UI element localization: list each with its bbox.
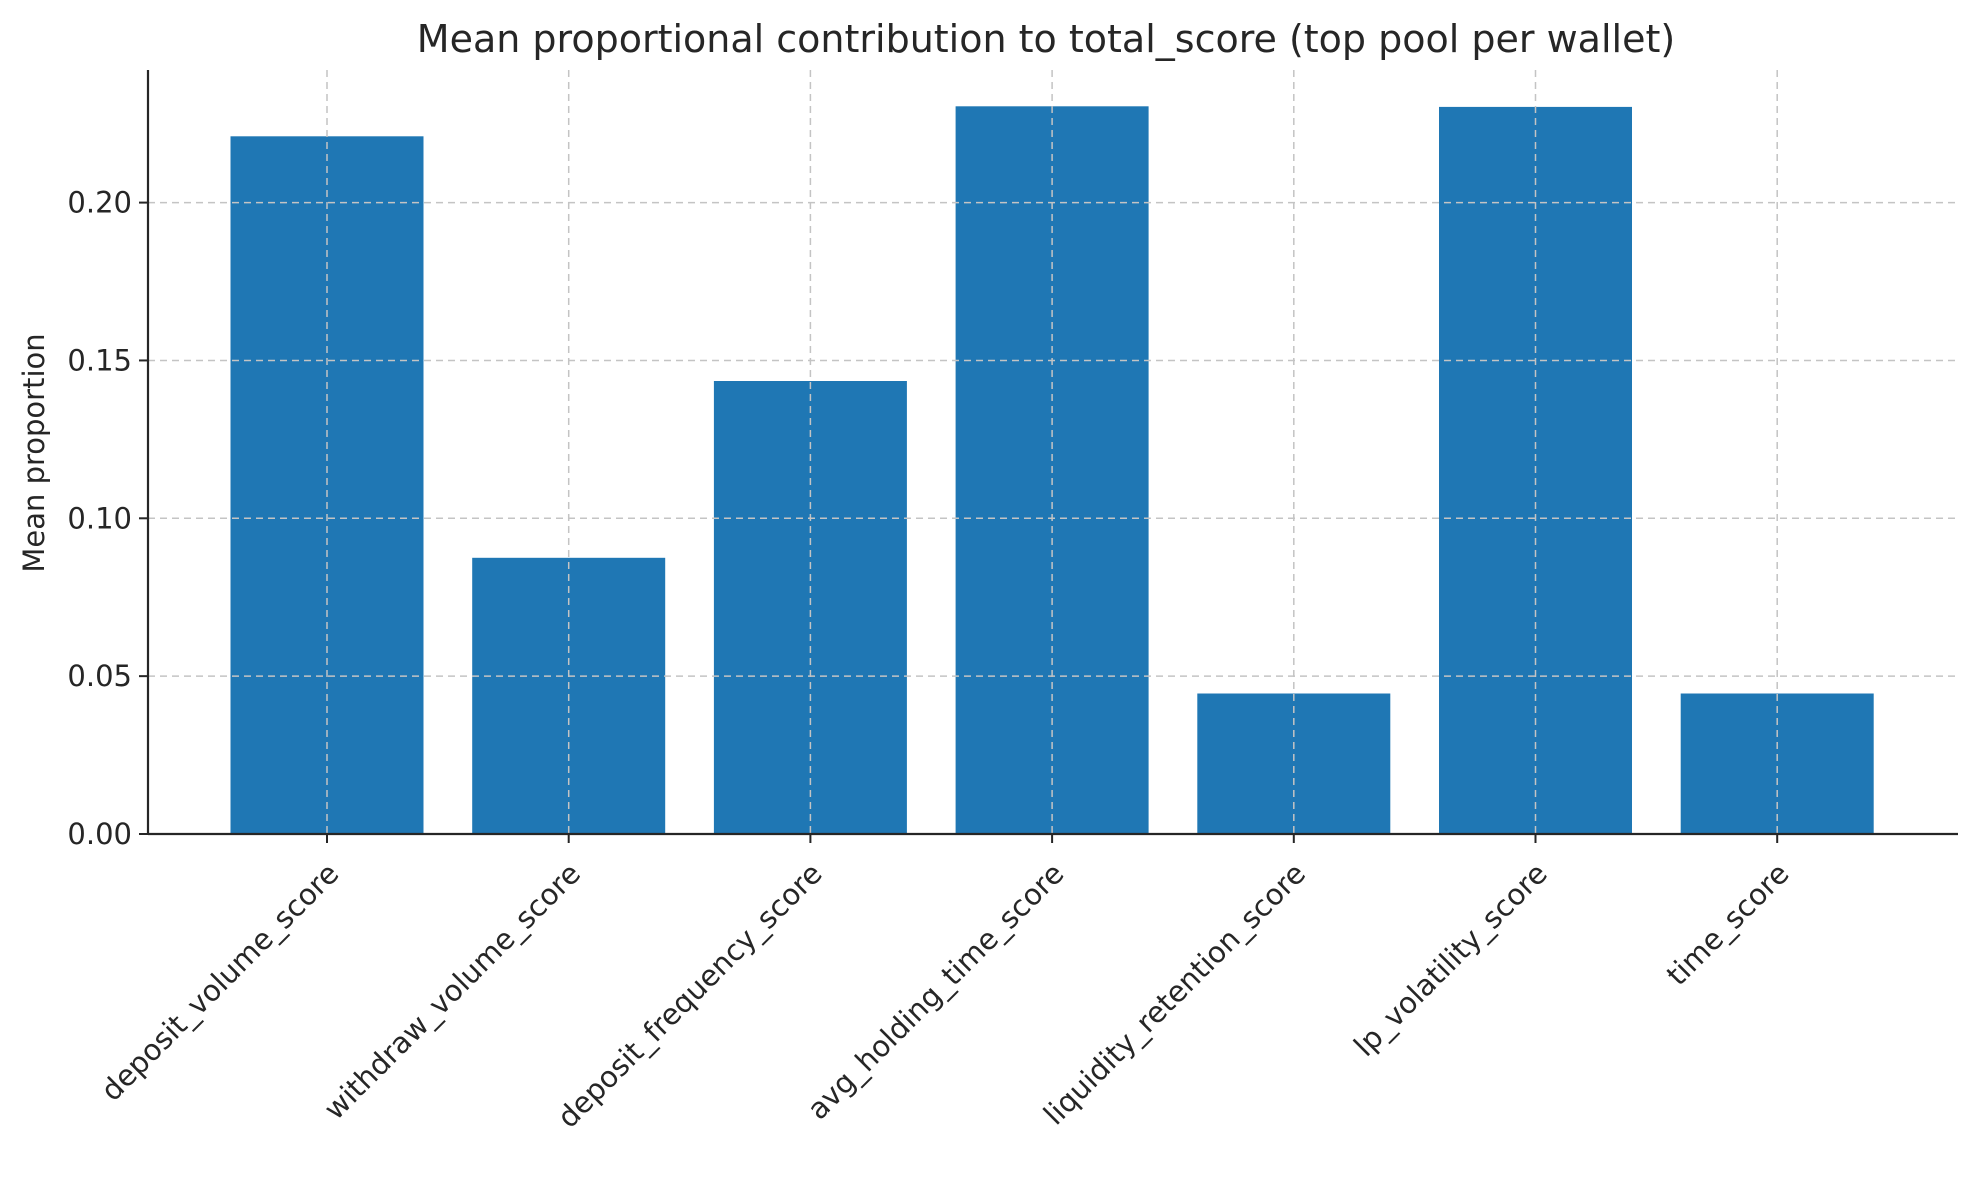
x-tick-label-deposit-volume-score: deposit_volume_score [94, 856, 345, 1107]
y-tick-label: 0.00 [67, 817, 132, 851]
x-tick-label-time-score: time_score [1660, 856, 1796, 992]
x-tick-label-avg-holding-time-score: avg_holding_time_score [801, 856, 1071, 1126]
y-ticks: 0.00 0.05 0.10 0.15 0.20 [67, 186, 148, 851]
x-tick-label-deposit-frequency-score: deposit_frequency_score [551, 856, 829, 1134]
bar-time-score [1680, 693, 1874, 834]
bar-liquidity-retention-score [1197, 693, 1391, 834]
y-tick-label: 0.15 [67, 343, 132, 377]
chart-title: Mean proportional contribution to total_… [417, 17, 1675, 61]
y-tick-label: 0.05 [67, 659, 132, 693]
y-tick-label: 0.10 [67, 501, 132, 535]
x-tick-label-lp-volatility-score: lp_volatility_score [1347, 856, 1554, 1063]
y-axis-label: Mean proportion [17, 333, 51, 572]
x-tick-label-withdraw-volume-score: withdraw_volume_score [317, 856, 587, 1126]
x-ticks: deposit_volume_scorewithdraw_volume_scor… [94, 834, 1796, 1134]
grid [148, 70, 1958, 834]
x-tick-label-liquidity-retention-score: liquidity_retention_score [1037, 856, 1312, 1131]
y-tick-label: 0.20 [67, 186, 132, 220]
